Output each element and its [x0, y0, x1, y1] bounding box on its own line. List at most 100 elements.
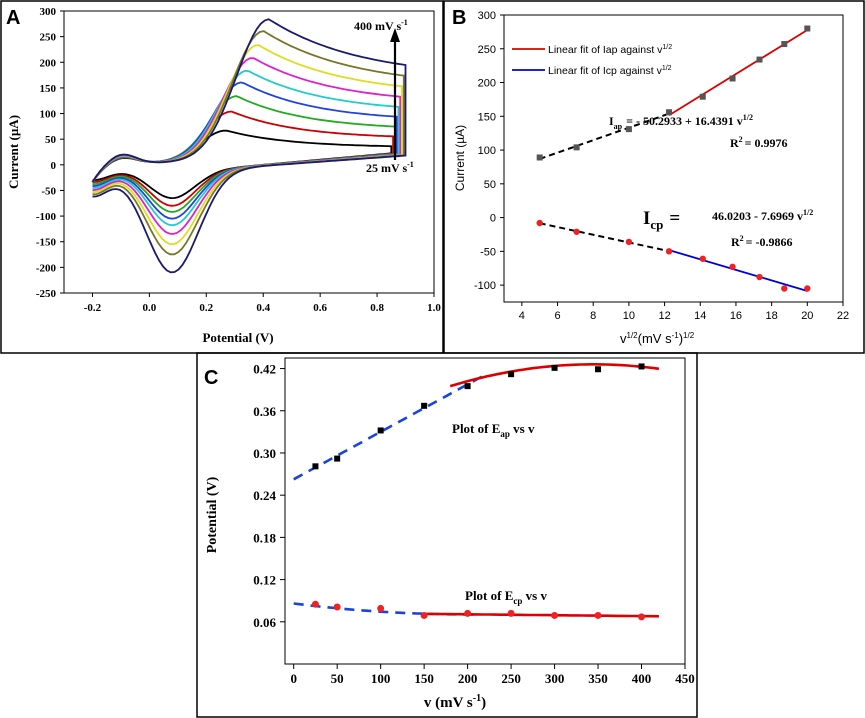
panel-b-xtick-label: 10 [623, 310, 635, 322]
point-iap [536, 154, 543, 161]
panel-b-ytick-label: -50 [480, 246, 496, 258]
panel-a-ytick-label: -100 [36, 211, 57, 223]
point-eap [551, 364, 558, 371]
panel-b-ylabel: Current (µA) [453, 125, 467, 191]
legend-label-ap: Linear fit of Iap against v1/2 [548, 44, 672, 56]
panel-label-a: A [6, 7, 20, 29]
cv-curve-7 [91, 44, 403, 246]
panel-b-xtick-label: 12 [658, 310, 670, 322]
panel-c-xtick-label: 50 [331, 671, 344, 686]
panel-c-xtick-label: 150 [414, 671, 434, 686]
label-eap: Plot of Eap vs v [452, 421, 535, 439]
fit-eap-low [293, 373, 486, 481]
eq-ap-r2: R2 = 0.9976 [730, 135, 788, 150]
point-icp [756, 273, 763, 281]
eq-cp: Icp = [643, 208, 680, 232]
point-icp [699, 255, 706, 262]
panel-b-ytick-label: 250 [478, 44, 496, 56]
point-icp [625, 238, 633, 246]
panel-a-plot-area [63, 10, 435, 294]
panel-b-xlabel: v1/2(mV s-1)1/2 [620, 331, 695, 346]
point-icp [573, 228, 580, 235]
fit-ecp-high [424, 612, 659, 618]
point-iap [699, 93, 706, 100]
panel-a-xtick-label: 0.2 [199, 302, 213, 314]
eq-cp-rhs: 46.0203 - 7.6969 v1/2 [712, 208, 813, 223]
cv-curve-5 [91, 69, 400, 227]
panel-b-points [536, 25, 811, 292]
point-icp [729, 263, 736, 271]
panel-a-xlabel: Potential (V) [202, 330, 273, 345]
panel-c-ylabel: Potential (V) [205, 476, 220, 553]
panel-b-xtick-label: 4 [519, 310, 525, 322]
cv-curve-8 [91, 30, 405, 256]
panel-a-ytick-label: -200 [36, 262, 57, 274]
panel-a-arrow-head [390, 28, 400, 42]
cv-curve-4 [91, 81, 398, 220]
panel-label-b: B [452, 7, 466, 29]
point-iap [804, 25, 811, 32]
point-iap [666, 109, 673, 116]
panel-a-annotation-low: 25 mV s-1 [366, 160, 414, 175]
point-iap [756, 56, 763, 63]
panel-a-ytick-label: -150 [36, 237, 57, 249]
panel-c-chart: 0 50 100 150 200 250 300 350 400 450 0.42 0.36 0.30 0… [205, 357, 695, 711]
point-eap [377, 427, 384, 434]
panel-b-ytick-label: 100 [478, 145, 496, 157]
point-iap [729, 75, 736, 82]
panel-a-ytick-label: 200 [40, 57, 57, 69]
panel-b-xtick-label: 14 [694, 310, 706, 322]
point-ecp [551, 611, 559, 619]
panel-c-xtick-label: 350 [588, 671, 608, 686]
panel-a-chart: -0.2 0.0 0.2 0.4 0.6 0.8 1.0 300 250 200 150 100 50 0… [6, 6, 441, 345]
panel-a-ytick-label: 100 [40, 109, 57, 121]
panel-a-ytick-label: 300 [40, 6, 57, 18]
panel-a-annotation-high: 400 mV s-1 [354, 18, 408, 33]
point-icp [781, 285, 788, 292]
panel-a-ytick-label: 50 [45, 134, 57, 146]
fit-ecp-low [293, 602, 477, 616]
point-ecp [464, 609, 472, 617]
panel-b-ytick-label: 200 [478, 78, 496, 90]
panel-c-xtick-label: 300 [545, 671, 565, 686]
panel-a-xtick-label: 1.0 [427, 302, 441, 314]
eq-cp-r2: R2 = -0.9866 [731, 234, 793, 249]
point-ecp [377, 604, 385, 612]
panel-c-xtick-label: 100 [371, 671, 391, 686]
legend-label-cp: Linear fit of Icp against v1/2 [548, 65, 672, 77]
panel-a-ytick-label: -50 [41, 185, 56, 197]
panel-label-c: C [204, 367, 218, 389]
point-icp [665, 248, 673, 255]
panel-a-xtick-label: -0.2 [84, 302, 102, 314]
fit-cp-low-dashed [539, 222, 670, 253]
point-iap [573, 144, 580, 151]
cv-curve-9 [91, 18, 407, 274]
cv-curve-6 [91, 57, 402, 235]
panel-b-xtick-label: 8 [590, 310, 596, 322]
panel-c-ytick-label: 0.30 [253, 446, 276, 461]
panel-a-ytick-label: 0 [51, 160, 57, 172]
panel-c-xtick-label: 250 [501, 671, 521, 686]
panel-a-xtick-label: 0.4 [256, 302, 270, 314]
point-ecp [420, 611, 428, 619]
panel-a-ytick-label: -250 [36, 288, 57, 300]
point-icp [536, 219, 543, 227]
panel-c-xlabel: v (mV s-1) [424, 693, 486, 711]
panel-c-ytick-label: 0.12 [253, 573, 276, 588]
panel-c-xtick-label: 200 [458, 671, 478, 686]
panel-b-xtick-label: 20 [801, 310, 813, 322]
fit-ap-low-dashed [539, 112, 670, 160]
panel-b-ytick-label: -100 [474, 280, 496, 292]
panel-b-ytick-label: 150 [478, 111, 496, 123]
panel-b-ticks: 4 6 8 10 12 14 16 18 20 22 300 250 200 150 100 50 0 -50 -1… [474, 10, 849, 322]
point-ecp [333, 603, 341, 611]
panel-b-ytick-label: 0 [490, 213, 496, 225]
panel-a-ticks: -0.2 0.0 0.2 0.4 0.6 0.8 1.0 300 250 200 150 100 50 0… [36, 6, 442, 314]
panel-c-fit-lines [293, 362, 660, 618]
point-iap [625, 126, 632, 133]
panel-c-ytick-label: 0.42 [253, 362, 276, 377]
panel-a-xtick-label: 0.8 [370, 302, 384, 314]
panel-c-points [311, 363, 646, 621]
panel-b-ytick-label: 300 [478, 10, 496, 22]
